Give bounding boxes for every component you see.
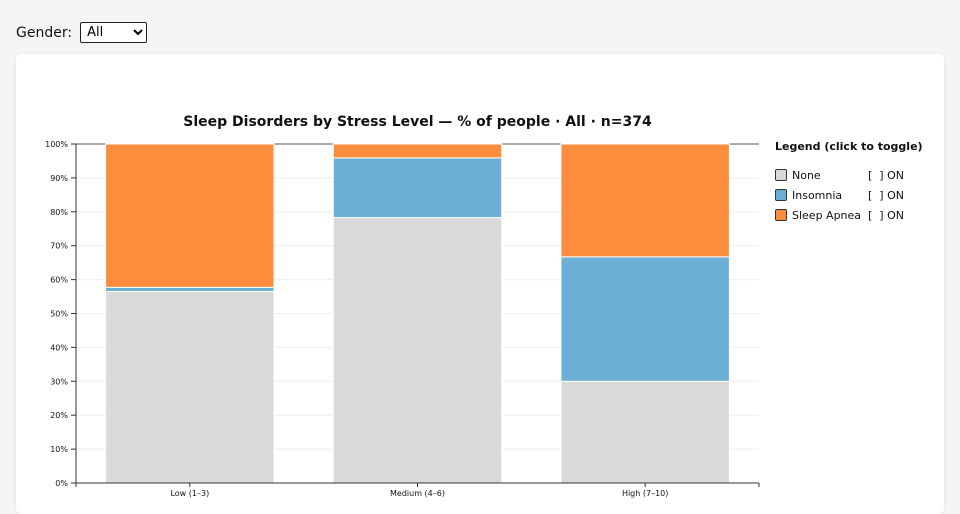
bar-insomnia — [332, 157, 503, 219]
legend-item-sleep-apnea[interactable]: Sleep Apnea [ ] ON — [775, 205, 923, 225]
legend-toggle-state: [ ] ON — [868, 208, 904, 222]
gender-label: Gender: — [16, 24, 73, 41]
bar-sleep-apnea — [560, 143, 730, 258]
x-tick-label: Low (1–3) — [170, 489, 209, 498]
legend-item-none[interactable]: None [ ] ON — [775, 165, 923, 185]
legend-swatch — [775, 209, 787, 221]
y-tick-label: 100% — [45, 140, 68, 149]
y-tick-label: 80% — [50, 208, 68, 217]
legend-swatch — [775, 189, 787, 201]
bar-sleep-apnea — [105, 143, 275, 288]
y-tick-label: 60% — [50, 276, 68, 285]
bar-none — [560, 380, 730, 484]
legend-toggle-state: [ ] ON — [868, 188, 904, 202]
gender-select[interactable]: AllMaleFemale — [80, 22, 148, 43]
bar-insomnia — [560, 256, 730, 382]
y-tick-label: 30% — [50, 377, 68, 386]
y-tick-label: 10% — [50, 445, 68, 454]
legend-item-insomnia[interactable]: Insomnia [ ] ON — [775, 185, 923, 205]
legend-swatch — [775, 169, 787, 181]
chart-card: Sleep Disorders by Stress Level — % of p… — [16, 54, 944, 514]
legend-label: None — [792, 168, 821, 182]
x-tick-label: Medium (4–6) — [390, 489, 445, 498]
bar-sleep-apnea — [332, 143, 503, 159]
legend-label: Insomnia — [792, 188, 843, 202]
chart-legend: Legend (click to toggle) None[ ] ON Insom… — [775, 140, 923, 225]
legend-toggle-state: [ ] ON — [868, 168, 904, 182]
y-tick-label: 50% — [50, 310, 68, 319]
gender-filter: Gender: AllMaleFemale — [16, 22, 148, 43]
y-tick-label: 70% — [50, 242, 68, 251]
legend-title: Legend (click to toggle) — [775, 140, 923, 153]
bar-none — [332, 217, 503, 484]
bar-none — [105, 290, 275, 484]
legend-label: Sleep Apnea — [792, 208, 862, 222]
x-tick-label: High (7–10) — [622, 489, 668, 498]
y-tick-label: 20% — [50, 411, 68, 420]
chart-title: Sleep Disorders by Stress Level — % of p… — [183, 114, 652, 130]
y-tick-label: 40% — [50, 343, 68, 352]
bar-insomnia — [105, 286, 275, 292]
y-tick-label: 0% — [55, 479, 68, 488]
y-tick-label: 90% — [50, 174, 68, 183]
stacked-bar-chart: Sleep Disorders by Stress Level — % of p… — [45, 114, 760, 498]
